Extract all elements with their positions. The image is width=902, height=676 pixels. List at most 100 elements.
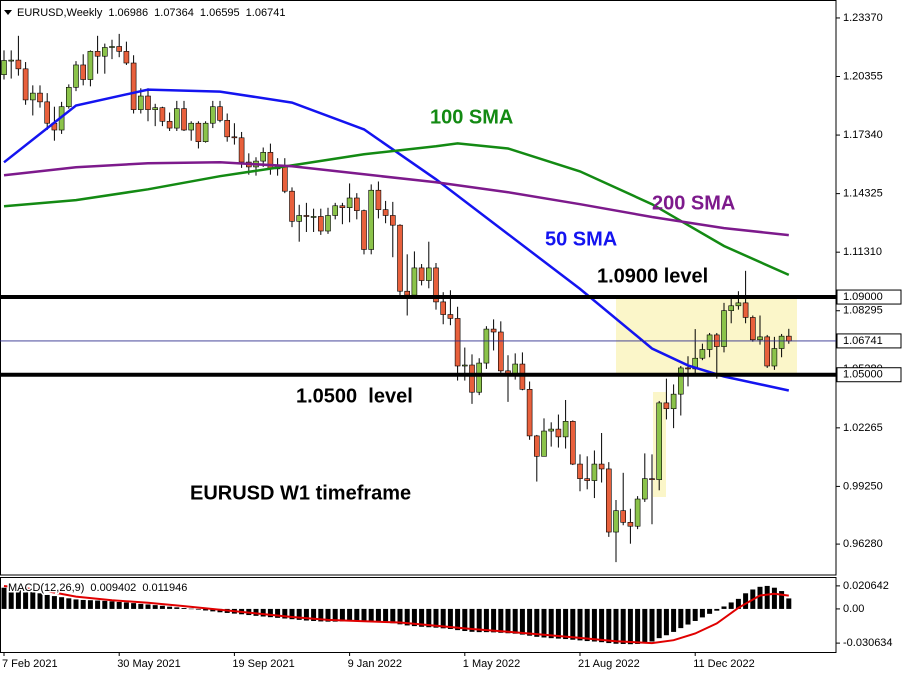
candle-body <box>404 290 411 296</box>
candle-body <box>649 478 655 480</box>
candle-body <box>771 348 778 367</box>
candle-body <box>483 328 490 364</box>
macd-bar <box>505 608 511 634</box>
candle-body <box>195 122 202 142</box>
candle-body <box>699 349 706 359</box>
candle-body <box>627 522 634 527</box>
macd-bar <box>635 608 641 644</box>
level-label-box <box>836 367 902 383</box>
macd-bar <box>210 608 216 612</box>
macd-bar <box>548 608 554 639</box>
x-tick-label: 30 May 2021 <box>117 658 181 670</box>
sma-label: 50 SMA <box>545 228 617 250</box>
candle-body <box>548 428 555 432</box>
macd-bar <box>469 608 475 632</box>
macd-bar <box>476 608 482 633</box>
candle-body <box>260 152 267 162</box>
macd-bar <box>1 587 7 609</box>
candle-body <box>174 108 180 129</box>
macd-bar <box>51 596 57 609</box>
level-annotation: 1.0900 level <box>597 265 708 287</box>
candle-body <box>375 189 382 210</box>
header-low: 1.06595 <box>200 7 240 19</box>
candle-body <box>29 92 36 101</box>
candle-body <box>685 367 691 370</box>
candle-body <box>80 64 86 80</box>
macd-bar <box>66 598 72 609</box>
macd-bar <box>87 600 93 609</box>
macd-bar <box>555 608 561 639</box>
candle-body <box>353 197 360 211</box>
candle-body <box>66 86 72 108</box>
candle-body <box>541 430 547 457</box>
macd-bar <box>491 608 497 633</box>
level-annotation: 1.0500 level <box>296 385 413 407</box>
macd-bar <box>519 608 525 635</box>
macd-bar <box>152 605 158 609</box>
symbol: EURUSD,Weekly <box>17 7 103 19</box>
macd-bar <box>332 608 338 622</box>
macd-bar <box>311 608 317 621</box>
candle-body <box>526 388 533 437</box>
candle-body <box>670 393 677 410</box>
sma-line <box>3 88 790 392</box>
macd-bar <box>260 608 266 617</box>
candle-body <box>433 267 439 303</box>
macd-bar <box>620 608 626 644</box>
y-tick-label: 0.99250 <box>843 480 883 492</box>
macd-bar <box>606 608 612 644</box>
current-price-box <box>836 333 902 349</box>
macd-bar <box>771 587 777 609</box>
macd-bar <box>195 608 201 610</box>
macd-bar <box>447 608 453 630</box>
sma-label: 100 SMA <box>430 106 513 128</box>
macd-bar <box>591 608 597 642</box>
macd-bar <box>303 608 309 621</box>
candle-body <box>577 463 583 479</box>
header-close: 1.06741 <box>246 7 286 19</box>
macd-bar <box>368 608 374 622</box>
candle-body <box>94 51 101 57</box>
x-tick-label: 9 Jan 2022 <box>348 658 402 670</box>
candle-body <box>397 224 403 292</box>
macd-bar <box>671 608 677 632</box>
macd-bar <box>404 608 410 626</box>
macd-bar <box>159 605 165 609</box>
macd-bar <box>397 608 403 625</box>
candle-body <box>533 435 540 457</box>
header-open: 1.06986 <box>108 7 148 19</box>
macd-bar <box>8 588 14 609</box>
candle-body <box>411 267 418 296</box>
macd-name: MACD(12,26,9) <box>8 582 84 594</box>
macd-bar <box>354 608 360 622</box>
macd-value: 0.009402 <box>90 582 136 594</box>
macd-bar <box>123 602 129 609</box>
header-triangle <box>4 10 12 15</box>
candle-body <box>555 428 562 438</box>
macd-bar <box>174 607 180 609</box>
macd-bar <box>361 608 367 622</box>
candle-body <box>663 402 670 410</box>
candle-body <box>641 478 648 500</box>
signal-value: 0.011946 <box>142 582 187 594</box>
y-tick-label: 0.020642 <box>843 580 889 592</box>
candle-body <box>289 190 295 222</box>
y-tick-label: 1.11310 <box>843 246 882 258</box>
level-label: 1.05000 <box>843 369 883 381</box>
candle-body <box>202 122 209 142</box>
annotation: EURUSD W1 timeframe <box>190 482 411 504</box>
macd-bar <box>512 608 518 634</box>
candle-body <box>224 120 230 138</box>
y-tick-label: 1.14325 <box>843 188 883 200</box>
macd-bar <box>728 602 734 609</box>
candle-body <box>8 59 14 62</box>
candle-body <box>620 510 627 523</box>
candle-body <box>325 215 331 232</box>
macd-bar <box>253 608 259 616</box>
x-tick-label: 7 Feb 2021 <box>2 658 58 670</box>
macd-bar <box>577 608 583 641</box>
macd-bar <box>181 608 187 609</box>
candle-body <box>217 106 223 121</box>
candle-body <box>296 215 303 222</box>
